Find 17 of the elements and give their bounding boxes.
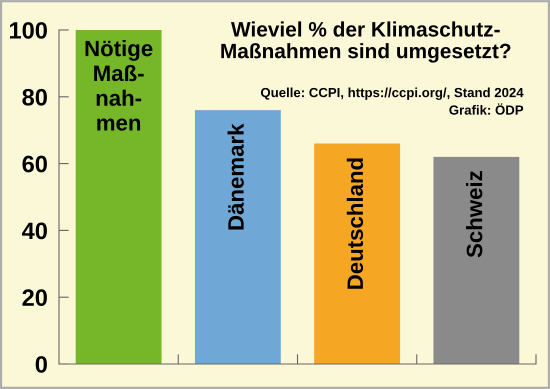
bar	[194, 110, 281, 364]
bar	[433, 156, 520, 364]
x-tick-label: Deutschland	[346, 158, 364, 289]
y-tick-label: 40	[22, 222, 47, 240]
x-tick-label: Schweiz	[466, 171, 482, 258]
annotation: Quelle: CCPI, https://ccpi.org/, Stand 2024	[260, 88, 524, 100]
y-tick-label: 0	[36, 356, 47, 373]
x-tick-label: Nötige Maß- nah- men	[86, 40, 152, 131]
y-tick-label: 20	[22, 289, 47, 306]
y-tick-label: 80	[22, 88, 47, 106]
y-tick-label: 100	[10, 22, 47, 39]
annotation: Grafik: ÖDP	[449, 103, 524, 115]
bar	[76, 30, 162, 364]
y-tick-label: 60	[22, 156, 47, 172]
chart-title: Wieviel % der Klimaschutz- Maßnahmen sind umgesetzt?	[221, 21, 510, 63]
x-tick-label: Dänemark	[228, 123, 244, 230]
bar	[314, 144, 400, 364]
